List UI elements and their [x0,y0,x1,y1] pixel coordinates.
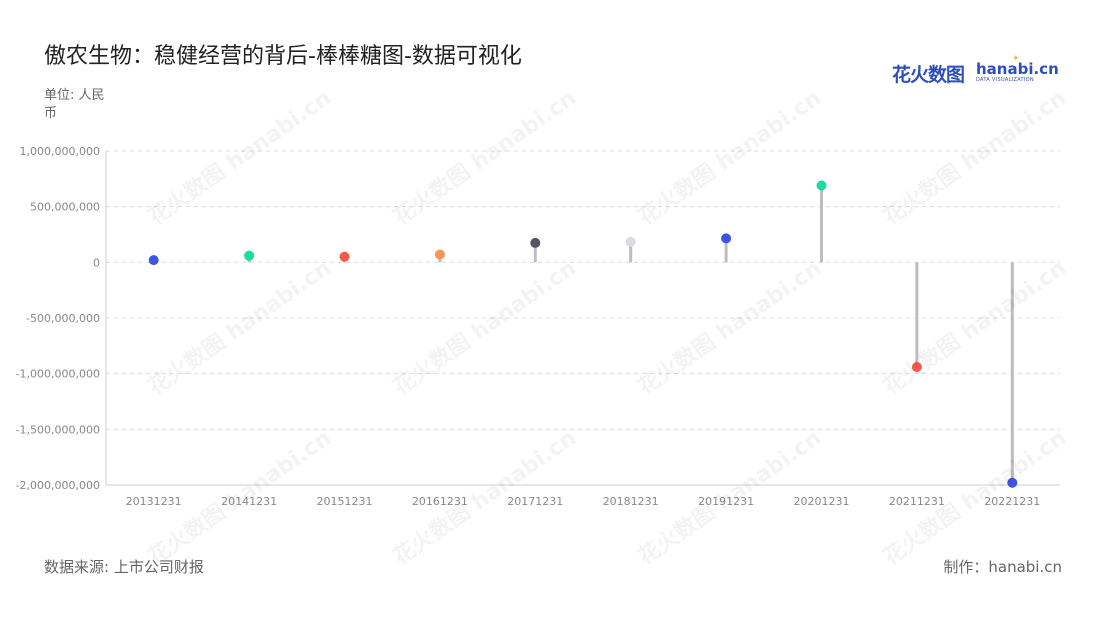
lollipop-dot [339,251,350,262]
lollipop-dot [530,237,541,248]
y-tick-label: -2,000,000,000 [16,479,100,492]
y-tick-label: -1,500,000,000 [16,423,100,436]
y-tick-label: -1,000,000,000 [16,368,100,381]
y-tick-label: 0 [93,256,100,269]
lollipop-dot [1007,477,1018,488]
x-tick-label: 20191231 [698,495,754,508]
x-tick-label: 20181231 [603,495,659,508]
x-tick-label: 20211231 [889,495,945,508]
lollipop-dot [148,255,159,266]
lollipop-dot [911,361,922,372]
lollipop-dot [625,236,636,247]
y-tick-label: -500,000,000 [26,312,100,325]
data-source: 数据来源: 上市公司财报 [44,558,204,576]
y-tick-label: 500,000,000 [30,201,100,214]
x-tick-label: 20141231 [221,495,277,508]
unit-label: 单位: 人民币 [44,88,105,121]
y-tick-label: 1,000,000,000 [20,145,100,158]
brand-logo: 花火数图 hanabi.cn DATA VISUALIZATION ✦ [892,54,1059,88]
x-tick-label: 20221231 [984,495,1040,508]
lollipop-dot [244,250,255,261]
x-tick-label: 20131231 [126,495,182,508]
x-tick-label: 20161231 [412,495,468,508]
lollipop-dot [816,180,827,191]
logo-en-text: hanabi.cn [976,60,1059,78]
x-tick-label: 20151231 [317,495,373,508]
x-tick-label: 20171231 [507,495,563,508]
sparkle-icon: ✦ [1012,54,1020,64]
credit-text: 制作：hanabi.cn [943,558,1062,576]
logo-cn-text: 花火数图 [892,64,965,86]
chart-title: 傲农生物：稳健经营的背后-棒棒糖图-数据可视化 [44,44,522,69]
lollipop-dot [434,249,445,260]
logo-subtitle: DATA VISUALIZATION [976,77,1034,83]
lollipop-dot [721,233,732,244]
x-tick-label: 20201231 [794,495,850,508]
